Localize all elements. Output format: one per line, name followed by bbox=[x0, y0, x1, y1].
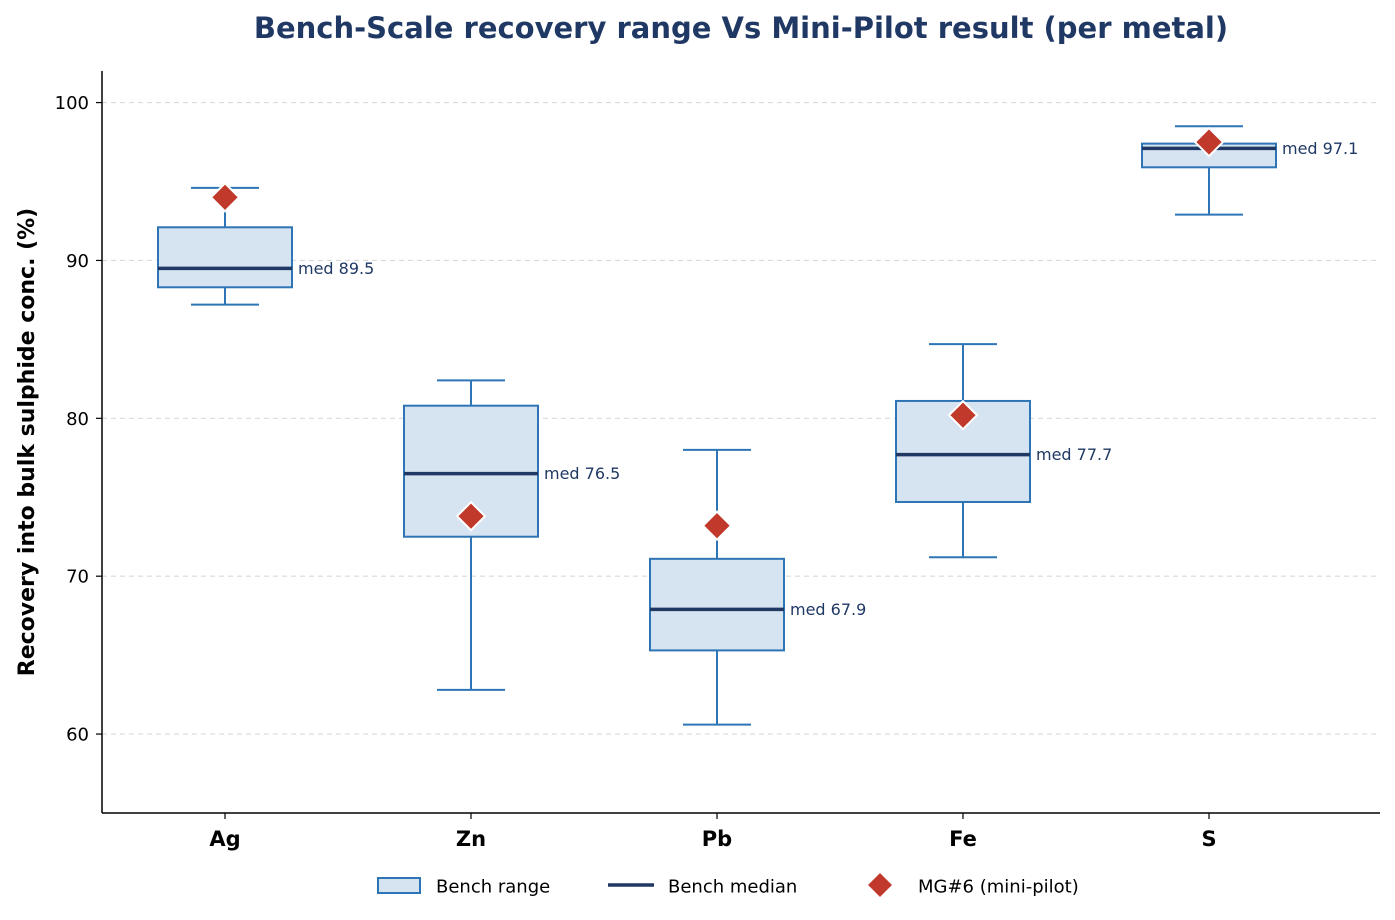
x-tick-label: Zn bbox=[456, 827, 486, 851]
box-zn: med 76.5 bbox=[403, 379, 620, 691]
median-label: med 67.9 bbox=[790, 600, 866, 619]
median-label: med 97.1 bbox=[1282, 139, 1358, 158]
chart-title: Bench-Scale recovery range Vs Mini-Pilot… bbox=[254, 11, 1228, 45]
y-axis-label: Recovery into bulk sulphide conc. (%) bbox=[15, 208, 40, 676]
y-tick-label: 100 bbox=[55, 93, 89, 114]
box-fe: med 77.7 bbox=[895, 343, 1112, 559]
box-pb: med 67.9 bbox=[649, 448, 866, 726]
box-ag: med 89.5 bbox=[157, 186, 374, 306]
legend-label-mini-pilot: MG#6 (mini-pilot) bbox=[918, 877, 1079, 898]
legend-label-bench-median: Bench median bbox=[668, 877, 797, 898]
legend-marker-swatch bbox=[865, 870, 895, 900]
y-tick-label: 80 bbox=[66, 409, 89, 430]
median-label: med 89.5 bbox=[298, 259, 374, 278]
legend: Bench range Bench median MG#6 (mini-pilot) bbox=[377, 870, 1079, 900]
box-iqr bbox=[649, 557, 785, 652]
x-tick-label: S bbox=[1201, 827, 1216, 851]
box-s: med 97.1 bbox=[1141, 125, 1358, 216]
median-label: med 76.5 bbox=[544, 464, 620, 483]
mini-pilot-marker-s bbox=[1193, 126, 1225, 158]
mini-pilot-marker-fe bbox=[947, 399, 979, 431]
legend-box-swatch bbox=[377, 877, 421, 894]
mini-pilot-marker-pb bbox=[701, 510, 733, 542]
legend-label-bench-range: Bench range bbox=[436, 877, 550, 898]
mini-pilot-marker-ag bbox=[209, 181, 241, 213]
x-tick-label: Pb bbox=[702, 827, 732, 851]
y-tick-label: 70 bbox=[66, 567, 89, 588]
mini-pilot-marker-zn bbox=[455, 500, 487, 532]
axes: 60 70 80 90 100 Ag Zn Pb Fe S bbox=[55, 71, 1380, 851]
y-tick-label: 60 bbox=[66, 725, 89, 746]
x-tick-label: Fe bbox=[949, 827, 977, 851]
mini-pilot-series bbox=[209, 126, 1225, 542]
median-label: med 77.7 bbox=[1036, 445, 1112, 464]
y-tick-label: 90 bbox=[66, 251, 89, 272]
box-series: med 89.5 med 76.5 med 67.9 med 77.7 med 97.1 bbox=[157, 125, 1358, 726]
box-iqr bbox=[157, 226, 293, 289]
x-tick-label: Ag bbox=[209, 827, 240, 851]
